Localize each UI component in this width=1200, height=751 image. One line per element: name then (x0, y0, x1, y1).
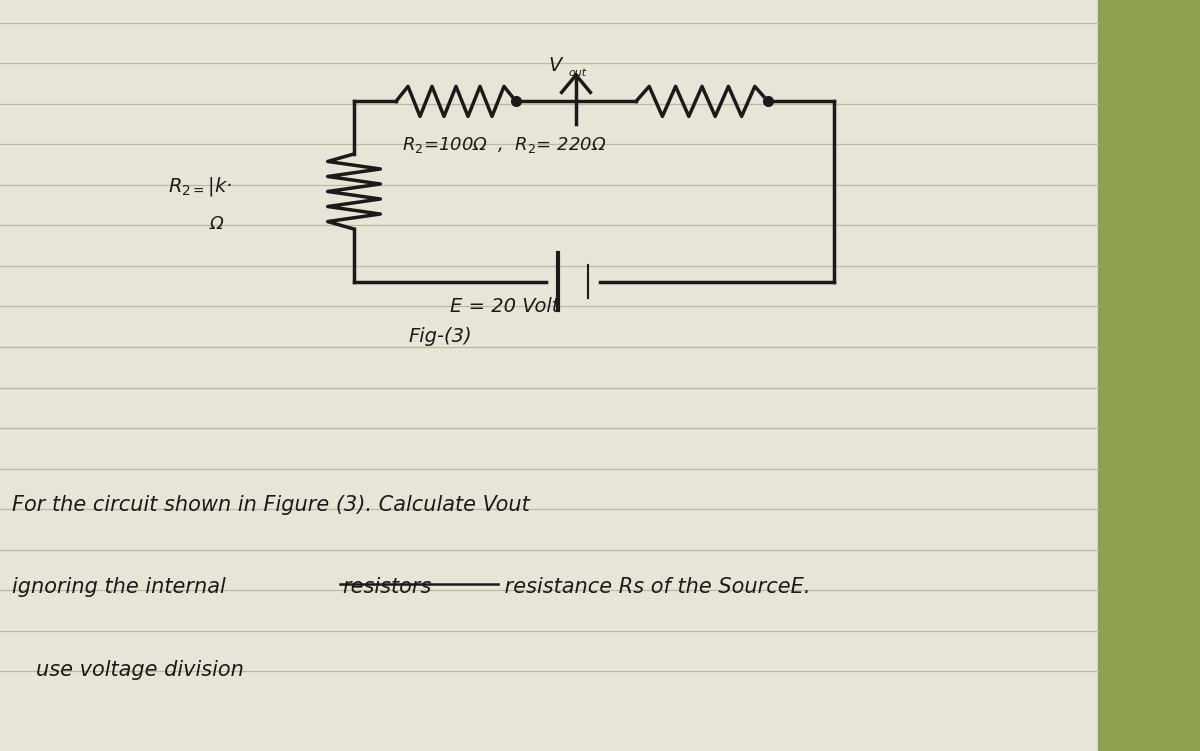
Text: out: out (569, 68, 587, 78)
Text: ignoring the internal: ignoring the internal (12, 578, 233, 597)
Bar (1098, 0, 1200, 751)
Text: For the circuit shown in Figure (3). Calculate Vout: For the circuit shown in Figure (3). Cal… (12, 495, 529, 514)
Text: use voltage division: use voltage division (36, 660, 244, 680)
Text: $R_2$=100Ω  ,  $R_2$= 220Ω: $R_2$=100Ω , $R_2$= 220Ω (402, 135, 606, 155)
Text: Ω: Ω (210, 215, 223, 233)
Text: resistance Rs of the SourceE.: resistance Rs of the SourceE. (498, 578, 810, 597)
Text: resistors: resistors (342, 578, 431, 597)
Text: V: V (548, 56, 562, 75)
Text: Fig-(3): Fig-(3) (408, 327, 472, 345)
Text: $R_{2=}$|k·: $R_{2=}$|k· (168, 175, 232, 198)
Text: E = 20 Volt: E = 20 Volt (450, 297, 559, 315)
